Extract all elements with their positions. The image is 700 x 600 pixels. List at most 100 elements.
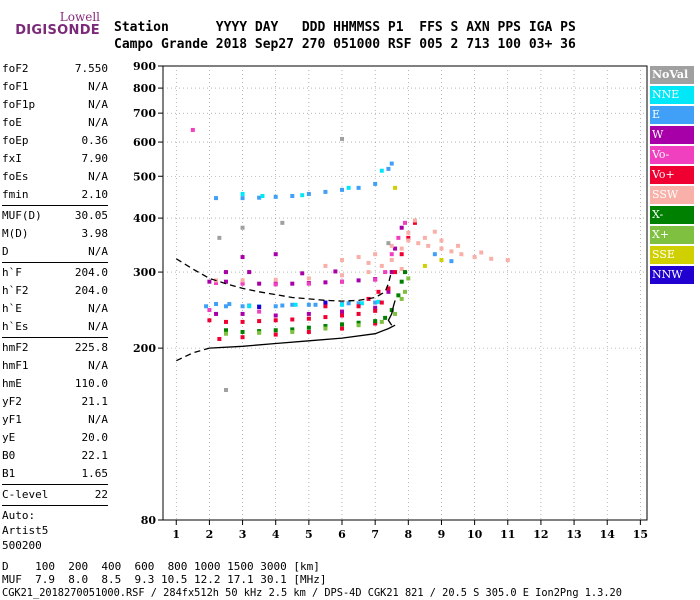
parameter-row: M(D) 3.98 <box>2 225 108 243</box>
parameter-name: fxI <box>2 152 22 165</box>
data-point-nne <box>260 194 265 199</box>
y-tick-label: 300 <box>133 266 156 279</box>
data-point-w <box>386 289 391 294</box>
parameter-value: 7.550 <box>74 62 108 75</box>
data-point-ssw <box>489 256 494 261</box>
parameter-row: h`E N/A <box>2 300 108 318</box>
x-tick-label: 11 <box>500 528 515 541</box>
data-point-vo <box>306 316 311 321</box>
parameter-name: h`F2 <box>2 284 29 297</box>
data-point-sse <box>393 185 398 190</box>
parameter-value: N/A <box>88 98 108 111</box>
data-point-w <box>306 311 311 316</box>
data-point-x <box>373 319 378 324</box>
parameter-row: C-level 22 <box>2 486 108 504</box>
data-point-vo <box>257 319 262 324</box>
legend-item-nne: NNE <box>650 86 694 104</box>
y-tick-label: 80 <box>141 514 157 527</box>
data-point-ssw <box>273 277 278 282</box>
parameter-name: foEs <box>2 170 29 183</box>
data-point-ssw <box>399 266 404 271</box>
legend-item-vo: Vo- <box>650 146 694 164</box>
parameter-name: D <box>2 245 9 258</box>
data-point-e <box>280 303 285 308</box>
data-point-e <box>306 191 311 196</box>
parameter-name: M(D) <box>2 227 29 240</box>
divider <box>2 205 108 206</box>
parameter-row: h`F2 204.0 <box>2 282 108 300</box>
data-point-x <box>340 322 345 327</box>
data-point-ssw <box>479 250 484 255</box>
parameter-name: foF1 <box>2 80 29 93</box>
parameter-value: N/A <box>88 359 108 372</box>
x-tick-label: 8 <box>404 528 412 541</box>
y-tick-label: 900 <box>133 60 156 73</box>
parameter-name: fmin <box>2 188 29 201</box>
parameter-value: N/A <box>88 320 108 333</box>
y-tick-label: 600 <box>133 136 156 149</box>
data-point-w <box>257 281 262 286</box>
parameter-row: foE N/A <box>2 114 108 132</box>
parameter-value: 20.0 <box>81 431 109 444</box>
data-point-nne <box>340 302 345 307</box>
data-point-e <box>214 196 219 201</box>
data-point-w <box>393 246 398 251</box>
data-point-vo <box>257 309 262 314</box>
data-point-x <box>403 289 407 294</box>
parameter-row: B1 1.65 <box>2 465 108 483</box>
data-point-w <box>223 270 228 275</box>
data-point-e <box>346 301 351 306</box>
data-point-ssw <box>399 246 404 251</box>
data-point-vo <box>373 308 378 313</box>
data-point-ssw <box>240 278 245 283</box>
data-point-e <box>257 195 262 200</box>
data-point-w <box>273 252 278 257</box>
data-point-w <box>223 279 228 284</box>
x-tick-label: 9 <box>438 528 446 541</box>
data-point-e <box>273 194 278 199</box>
profile-line-dashed <box>175 258 393 302</box>
data-point-x <box>399 279 404 284</box>
data-point-vo <box>340 279 345 284</box>
data-point-x <box>393 311 398 316</box>
parameter-value: 22.1 <box>81 449 109 462</box>
distance-row: D 100 200 400 600 800 1000 1500 3000 [km… <box>2 560 320 573</box>
data-point-w <box>214 311 219 316</box>
parameter-row: foF2 7.550 <box>2 60 108 78</box>
data-point-ssw <box>379 263 384 268</box>
parameter-row: hmE 110.0 <box>2 375 108 393</box>
legend-item-e: E <box>650 106 694 124</box>
data-point-w <box>290 281 295 286</box>
data-point-nnw <box>257 305 262 310</box>
parameter-value: N/A <box>88 116 108 129</box>
parameter-value: 204.0 <box>74 284 108 297</box>
parameter-row: D N/A <box>2 243 108 261</box>
data-point-vo <box>406 235 411 240</box>
parameter-row: yF2 21.1 <box>2 393 108 411</box>
data-point-nne <box>359 301 364 306</box>
data-point-e <box>340 187 345 192</box>
data-point-e <box>432 252 437 257</box>
header-row-values: Campo Grande 2018 Sep27 270 051000 RSF 0… <box>114 37 576 52</box>
data-point-w <box>300 271 305 276</box>
x-tick-label: 2 <box>206 528 214 541</box>
x-tick-label: 15 <box>633 528 648 541</box>
x-tick-label: 1 <box>172 528 180 541</box>
data-point-vo <box>273 332 278 337</box>
x-tick-label: 10 <box>467 528 483 541</box>
data-point-e <box>223 304 228 309</box>
x-tick-label: 3 <box>239 528 247 541</box>
data-point-x <box>290 327 295 332</box>
y-tick-label: 500 <box>133 170 156 183</box>
data-point-w <box>399 225 404 230</box>
data-point-x <box>379 319 384 324</box>
parameter-row: fmin 2.10 <box>2 186 108 204</box>
y-tick-label: 700 <box>133 107 156 120</box>
legend-item-vo: Vo+ <box>650 166 694 184</box>
parameter-name: yF1 <box>2 413 22 426</box>
parameter-name: B1 <box>2 467 16 480</box>
x-tick-label: 14 <box>600 528 616 541</box>
data-point-ssw <box>412 218 417 223</box>
legend-item-noval: NoVal <box>650 66 694 84</box>
parameter-name: foF1p <box>2 98 36 111</box>
